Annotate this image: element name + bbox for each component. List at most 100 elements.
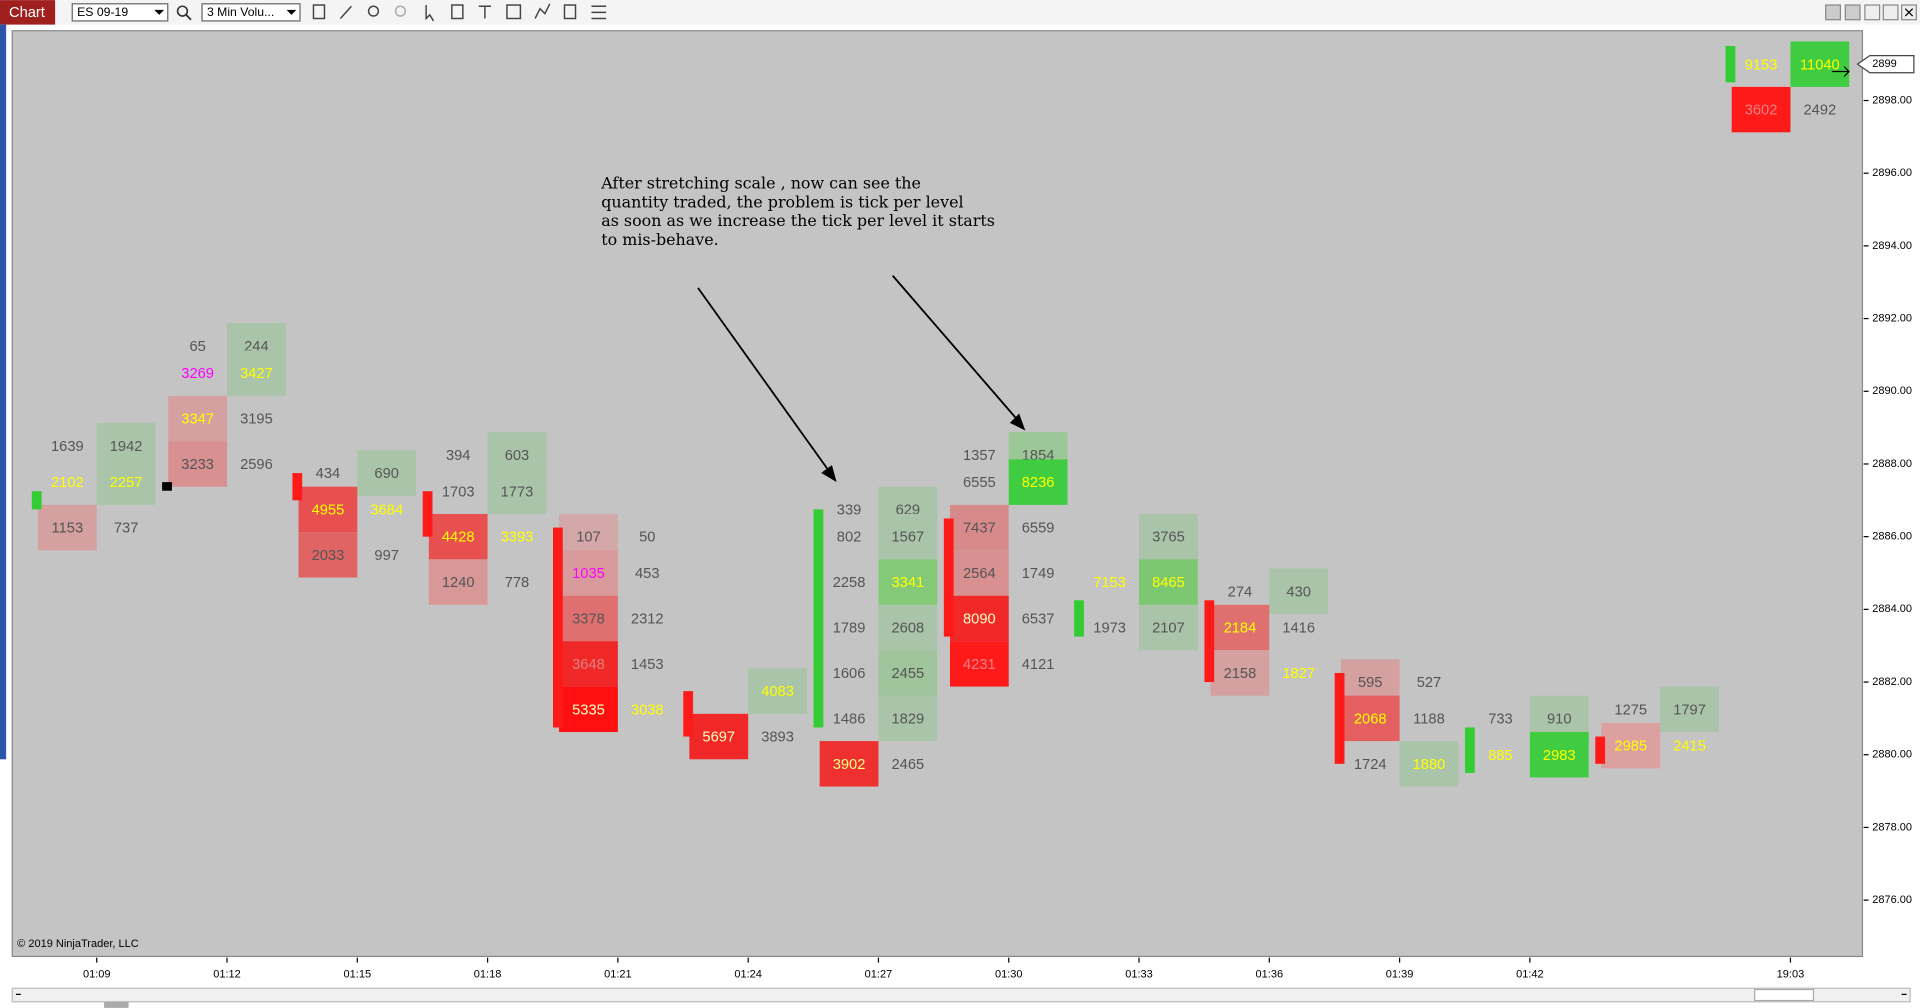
y-tick-label: 2890.00 [1872, 385, 1912, 397]
bid-cell [1210, 604, 1270, 651]
chart-tab-label: Chart [9, 5, 45, 21]
ask-volume: 8465 [1152, 575, 1185, 591]
restore-button[interactable] [1882, 4, 1899, 21]
ask-volume: 2596 [240, 457, 273, 473]
period-label: 3 Min Volu... [207, 5, 274, 19]
ask-volume: 11040 [1800, 57, 1840, 73]
bid-volume: 2102 [51, 475, 84, 491]
icon[interactable] [339, 5, 352, 19]
period-select[interactable] [201, 3, 301, 22]
ask-volume: 3684 [370, 503, 403, 519]
bid-volume: 6555 [963, 475, 996, 491]
scroll-indicator [104, 1001, 129, 1008]
ask-volume: 3195 [240, 412, 273, 428]
y-tick-label: 2896.00 [1872, 167, 1912, 179]
icon[interactable] [312, 4, 326, 20]
bid-volume: 4231 [963, 657, 996, 673]
bid-volume: 394 [446, 448, 471, 464]
candle-body [31, 491, 42, 510]
bid-cell [819, 741, 879, 787]
icon[interactable] [425, 5, 435, 22]
scrollbar-thumb[interactable] [1754, 988, 1815, 1002]
bid-volume: 339 [837, 503, 862, 519]
bid-volume: 2184 [1224, 621, 1257, 637]
ask-volume: 2312 [631, 612, 664, 628]
icon[interactable] [591, 5, 607, 20]
minimize-button[interactable] [1864, 4, 1881, 21]
window-buttons [1825, 4, 1917, 21]
y-tick-label: 2876.00 [1872, 894, 1912, 906]
bid-volume: 3347 [181, 412, 214, 428]
toolbar-icons [312, 3, 607, 22]
ask-volume: 3038 [631, 702, 664, 718]
search-icon[interactable] [176, 5, 189, 17]
bid-volume: 1973 [1093, 621, 1126, 637]
arrowhead [1009, 413, 1026, 431]
ask-volume: 4083 [761, 684, 794, 700]
bid-volume: 733 [1488, 711, 1513, 727]
icon[interactable] [478, 5, 492, 19]
ask-volume: 3341 [891, 575, 924, 591]
icon[interactable] [394, 5, 407, 17]
ask-volume: 8236 [1022, 475, 1055, 491]
icon[interactable] [451, 4, 464, 20]
chart-tab[interactable] [0, 0, 56, 25]
ask-volume: 910 [1547, 711, 1572, 727]
bid-volume: 3902 [833, 757, 866, 773]
bid-volume: 107 [576, 530, 601, 546]
ask-volume: 453 [635, 566, 660, 582]
ask-cell [357, 450, 417, 496]
y-tick-label: 2894.00 [1872, 240, 1912, 252]
ask-cell [1139, 513, 1198, 560]
x-axis-area [12, 957, 1920, 988]
ask-volume: 3393 [501, 530, 534, 546]
bid-volume: 9153 [1745, 57, 1778, 73]
annotation-line: as soon as we increase the tick per leve… [601, 211, 995, 230]
bid-cell [559, 595, 618, 642]
candle-body [813, 509, 824, 728]
x-tick-label: 01:12 [213, 969, 241, 981]
ask-cell [878, 695, 938, 742]
annotation-arrows [697, 275, 1026, 483]
instrument-label: ES 09-19 [77, 5, 128, 19]
annotation-line: After stretching scale , now can see the [600, 173, 921, 192]
bid-cell [949, 595, 1009, 642]
scrollbar[interactable] [11, 987, 1911, 1003]
candle-body [292, 473, 303, 501]
bid-cell [559, 686, 618, 733]
y-axis-area [1863, 30, 1920, 957]
instrument-select[interactable] [71, 3, 169, 22]
candle-body [1204, 600, 1215, 683]
icon[interactable] [534, 3, 551, 19]
y-tick-label: 2888.00 [1872, 458, 1912, 470]
icon[interactable] [563, 4, 577, 20]
ask-cell [1399, 741, 1459, 787]
ask-volume: 603 [505, 448, 530, 464]
bid-volume: 1275 [1614, 702, 1647, 718]
copyright: © 2019 NinjaTrader, LLC [17, 938, 139, 950]
bid-cell [1601, 722, 1661, 769]
bid-cell [559, 550, 618, 596]
candle-body [1074, 600, 1084, 637]
ask-volume: 2455 [891, 666, 924, 682]
ask-cell [1139, 559, 1198, 605]
ask-cell [1790, 41, 1850, 87]
ask-volume: 2608 [891, 621, 924, 637]
ask-volume: 1749 [1022, 566, 1055, 582]
window-button[interactable] [1825, 4, 1842, 21]
last-price-marker [1856, 54, 1915, 74]
icon[interactable] [367, 5, 380, 17]
ask-volume: 3893 [761, 730, 794, 746]
ask-cell [748, 668, 807, 714]
bid-volume: 5335 [572, 702, 605, 718]
bid-volume: 1724 [1354, 757, 1387, 773]
cursor-arrow [1831, 66, 1850, 77]
bid-volume: 2033 [312, 548, 345, 564]
last-price-label: 2899 [1872, 58, 1897, 70]
icon[interactable] [506, 4, 522, 20]
annotation-line: quantity traded, the problem is tick per… [601, 192, 963, 211]
bid-volume: 2068 [1354, 711, 1387, 727]
window-button[interactable] [1844, 4, 1861, 21]
ask-cell [878, 650, 938, 696]
bid-volume: 802 [837, 530, 862, 546]
